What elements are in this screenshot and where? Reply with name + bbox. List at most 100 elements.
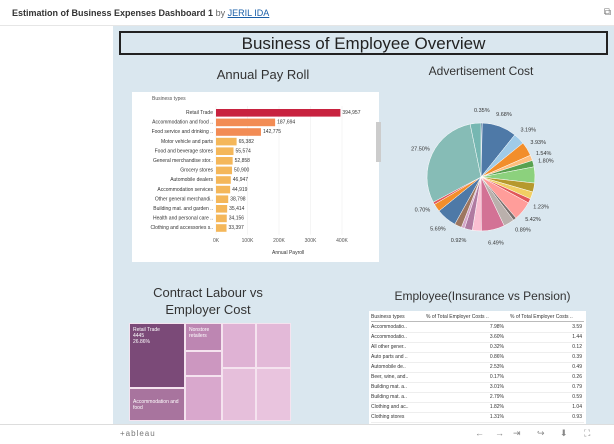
contract-treemap[interactable]: Retail Trade 4445 26.86% Accommodation and … [129,323,291,421]
treemap-cell[interactable] [185,376,222,421]
external-link-icon[interactable]: ⧉ [603,7,611,18]
table-column-header[interactable]: Business types [371,314,405,320]
treemap-cell[interactable] [222,323,256,368]
payroll-svg[interactable]: Business types 0K 100K 200K 300K 400K Retail T… [132,92,379,262]
table-cell: 3.60% [489,334,504,340]
bar-x-axis-label: Annual Payroll [272,250,304,256]
treemap-label-line: 26.86% [133,339,150,345]
bar [216,195,229,203]
pie-slice-label: 5.42% [525,217,541,223]
table-cell: Automobile de.. [371,364,406,370]
treemap-cell[interactable]: Accommodation and food [129,388,185,421]
bar-category-label: Grocery stores [180,168,213,174]
bar [216,224,227,232]
payroll-chart[interactable]: Business types 0K 100K 200K 300K 400K Retail T… [132,92,381,262]
table-cell: 0.59 [572,394,582,400]
bar [216,137,237,146]
redo-icon[interactable]: → [495,428,504,438]
table-cell: Accommodatio.. [371,334,407,340]
table-column-header[interactable]: % of Total Employer Costs .. [426,314,489,320]
download-icon[interactable]: ⬇ [560,428,568,438]
undo-icon[interactable]: ← [475,428,484,438]
bar-row-header: Business types [152,96,186,102]
pie-slice-label: 6.49% [488,240,504,246]
bar-category-label: Building mat. and garden .. [153,206,213,212]
pie-slice-label: 27.50% [411,146,430,152]
bar-category-label: Retail Trade [186,110,213,116]
treemap-label-line: Retail Trade [133,327,160,333]
pie-slice-label: 3.19% [520,128,536,134]
dashboard-name: Estimation of Business Expenses Dashboar… [12,8,214,18]
fullscreen-icon[interactable]: ⛶ [584,428,591,438]
bar-value-label: 142,775 [263,129,281,135]
bar-value-label: 52,858 [235,158,251,164]
pie-slice-label: 9.68% [496,112,512,118]
bar-value-label: 55,574 [236,148,252,154]
bar-x-tick: 0K [213,238,220,244]
table-cell: Clothing stores [371,414,405,420]
table-row-divider [371,332,584,333]
table-row-divider [371,362,584,363]
table-row-divider [371,342,584,343]
pie-slice-label: 1.54% [536,151,552,157]
table-cell: 2.53% [489,364,504,370]
author-link[interactable]: JERIL IDA [227,8,270,18]
pie-slice-label: 0.70% [415,208,431,214]
treemap-label-line: Nonstore retailers [189,327,210,339]
contract-title-line2: Employer Cost [165,302,251,317]
table-cell: 0.12 [572,344,582,350]
payroll-scrollbar[interactable] [376,122,381,162]
bar-value-label: 33,397 [229,225,245,231]
bar-x-tick: 200K [273,238,285,244]
table-cell: 0.79 [572,384,582,390]
pie-slice-label: 0.92% [451,238,467,244]
table-row-divider [371,402,584,403]
bar [216,147,234,155]
table-cell: 0.32% [489,344,504,350]
pie-slice-label: 0.35% [474,108,490,114]
treemap-cell[interactable] [256,368,291,421]
bar-category-label: Motor vehicle and parts [161,139,213,145]
bar-category-label: Food service and drinking .. [152,129,213,135]
bar-x-tick: 100K [242,238,254,244]
bar-category-label: Other general merchandi.. [155,196,213,202]
table-cell: 1.31% [489,414,504,420]
bar-value-label: 44,919 [232,187,248,193]
payroll-title: Annual Pay Roll [216,67,310,82]
bar-x-tick: 400K [336,238,348,244]
treemap-cell[interactable] [256,323,291,368]
ad-cost-chart[interactable]: 0.35% 9.68% 3.19% 3.93% 1.54% 1.80% 1.23% 5.42%… [381,88,581,268]
share-icon[interactable]: ↪ [537,428,545,438]
treemap-cell[interactable]: Nonstore retailers [185,323,222,351]
bar [216,109,341,117]
bar-value-label: 38,798 [230,196,246,202]
bar-value-label: 35,414 [229,206,245,212]
revert-icon[interactable]: ⇥ [513,428,521,438]
table-cell: Clothing and ac.. [371,404,409,410]
ad-cost-svg[interactable]: 0.35% 9.68% 3.19% 3.93% 1.54%1.80% 1.23% 5.42%… [381,88,581,268]
insurance-table[interactable]: Business types % of Total Employer Costs … [369,311,586,424]
treemap-cell[interactable] [185,351,222,376]
contract-title: Contract Labour vs Employer Cost [133,284,283,318]
table-cell: 0.26 [572,374,582,380]
table-cell: 0.49 [572,364,582,370]
pie-slice-label: 1.80% [538,158,554,164]
table-row-divider [371,382,584,383]
treemap-cell[interactable] [222,368,256,421]
viz-title: Estimation of Business Expenses Dashboar… [12,8,269,18]
bar-value-label: 50,900 [234,168,250,174]
pie-slice-label: 1.23% [533,205,549,211]
table-row-divider [371,392,584,393]
treemap-label-line: 4445 [133,333,145,339]
ad-cost-title: Advertisement Cost [428,64,534,78]
treemap-cell-label: Retail Trade 4445 26.86% [133,327,183,345]
table-header-divider [371,321,584,322]
bar [216,214,227,223]
bar-value-label: 187,694 [277,120,295,126]
bar-value-label: 46,947 [233,177,249,183]
bar [216,176,231,184]
pie-slice-label: 5.69% [430,226,446,232]
tableau-logo: +ableau [120,429,156,438]
table-column-header[interactable]: % of Total Employer Costs .. [510,314,573,320]
treemap-cell[interactable]: Retail Trade 4445 26.86% [129,323,185,388]
